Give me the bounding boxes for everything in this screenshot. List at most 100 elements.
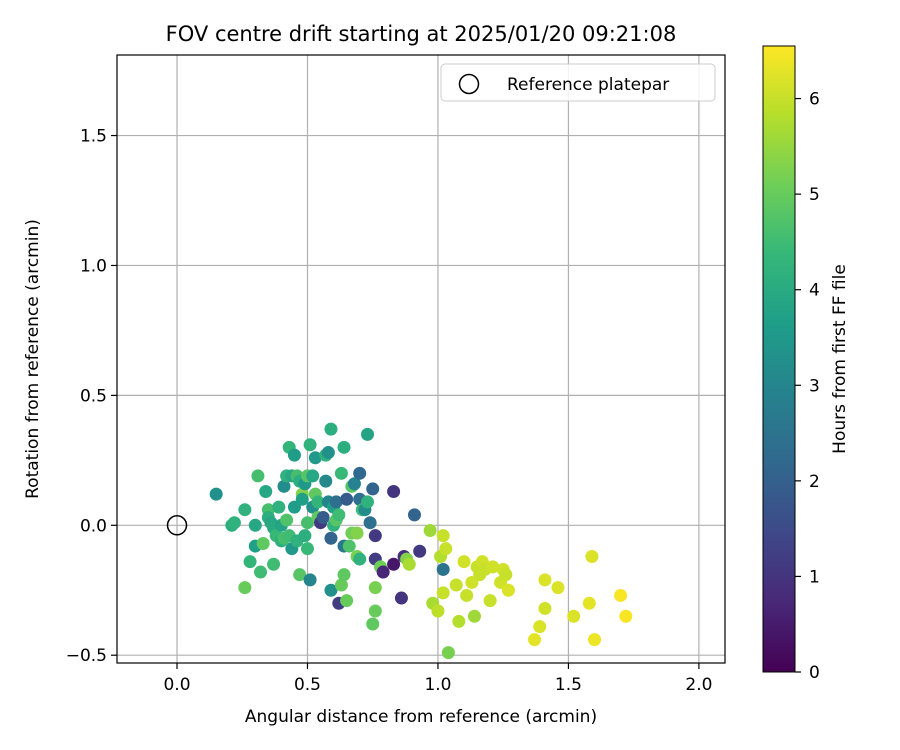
- drift-point: [329, 495, 343, 509]
- drift-point: [342, 539, 356, 553]
- drift-point: [501, 583, 515, 597]
- y-axis-ticks: −0.5 0.0 0.5 1.0 1.5: [66, 127, 117, 666]
- drift-point: [334, 466, 348, 480]
- drift-point: [316, 511, 330, 524]
- legend-box: [440, 63, 716, 102]
- colorbar-ticks: 0 1 2 3 4 5 6: [795, 90, 820, 683]
- drift-point: [368, 604, 382, 618]
- drift-point: [324, 422, 338, 436]
- drift-point: [267, 557, 281, 571]
- drift-point: [334, 578, 348, 592]
- y-tick-label: 1.0: [80, 256, 107, 276]
- drift-point: [256, 536, 270, 550]
- legend-entry-reference-platepar: Reference platepar: [507, 75, 669, 95]
- drift-point: [308, 451, 322, 465]
- drift-point: [368, 581, 382, 595]
- drift-point: [340, 492, 354, 506]
- drift-point: [353, 466, 367, 480]
- colorbar-tick-label: 4: [809, 281, 820, 301]
- x-tick-label: 1.0: [424, 675, 451, 695]
- drift-point: [394, 591, 408, 605]
- drift-point: [436, 586, 450, 600]
- drift-point: [376, 565, 390, 579]
- drift-point: [277, 479, 291, 493]
- drift-points: [209, 422, 633, 660]
- colorbar: 0 1 2 3 4 5 6 Hours from first FF file: [762, 45, 850, 683]
- drift-point: [567, 609, 581, 623]
- colorbar-gradient: [762, 45, 796, 673]
- x-axis-label: Angular distance from reference (arcmin): [245, 707, 597, 727]
- drift-point: [227, 516, 241, 530]
- drift-point: [272, 500, 286, 514]
- drift-point: [243, 555, 257, 569]
- x-tick-label: 0.5: [294, 675, 321, 695]
- drift-point: [460, 588, 474, 602]
- legend-marker-icon: [458, 73, 480, 95]
- drift-point: [551, 581, 565, 595]
- drift-point: [238, 503, 252, 517]
- drift-point: [337, 568, 351, 582]
- drift-point: [402, 557, 416, 571]
- colorbar-tick-label: 6: [809, 90, 820, 110]
- drift-point: [387, 485, 401, 499]
- drift-point: [340, 594, 354, 608]
- drift-point: [209, 487, 223, 501]
- colorbar-tick-label: 2: [809, 472, 820, 492]
- drift-point: [483, 594, 497, 608]
- drift-point: [538, 601, 552, 615]
- drift-point: [436, 529, 450, 543]
- drift-point: [287, 448, 301, 462]
- drift-point: [366, 482, 380, 496]
- drift-point: [441, 646, 455, 660]
- drift-point: [361, 495, 375, 509]
- y-tick-label: −0.5: [66, 646, 107, 666]
- colorbar-tick-label: 1: [809, 567, 820, 587]
- drift-point: [254, 565, 268, 579]
- drift-point: [350, 526, 364, 540]
- drift-point: [407, 508, 421, 522]
- colorbar-tick-label: 0: [809, 663, 820, 683]
- grid: [117, 55, 725, 663]
- x-tick-label: 1.5: [555, 675, 582, 695]
- drift-point: [303, 573, 317, 587]
- drift-point: [457, 555, 471, 569]
- drift-point: [431, 604, 445, 618]
- plot-background: [117, 55, 725, 663]
- drift-point: [324, 583, 338, 597]
- drift-point: [259, 485, 273, 499]
- x-tick-label: 0.0: [163, 675, 190, 695]
- drift-point: [533, 620, 547, 634]
- drift-point: [311, 495, 325, 509]
- x-axis-ticks: 0.0 0.5 1.0 1.5 2.0: [163, 663, 712, 695]
- drift-point: [293, 568, 307, 582]
- y-axis-label: Rotation from reference (arcmin): [23, 219, 43, 499]
- drift-point: [499, 568, 513, 582]
- drift-point: [251, 469, 265, 483]
- x-tick-label: 2.0: [685, 675, 712, 695]
- drift-point: [449, 578, 463, 592]
- drift-point: [337, 440, 351, 454]
- drift-point: [387, 557, 401, 571]
- drift-point: [324, 531, 338, 545]
- colorbar-tick-label: 5: [809, 185, 820, 205]
- drift-point: [306, 469, 320, 483]
- drift-point: [319, 474, 333, 488]
- drift-point: [361, 427, 375, 441]
- colorbar-label: Hours from first FF file: [830, 264, 850, 454]
- drift-point: [436, 562, 450, 576]
- drift-point: [439, 542, 453, 556]
- drift-point: [347, 477, 361, 491]
- drift-point: [300, 516, 314, 530]
- y-tick-label: 0.0: [80, 516, 107, 536]
- drift-point: [452, 614, 466, 628]
- drift-point: [614, 588, 628, 602]
- drift-point: [366, 617, 380, 631]
- y-tick-label: 0.5: [80, 386, 107, 406]
- y-tick-label: 1.5: [80, 127, 107, 147]
- drift-point: [300, 542, 314, 556]
- drift-point: [467, 609, 481, 623]
- reference-platepar-marker: [166, 515, 188, 536]
- legend: Reference platepar: [440, 63, 716, 102]
- chart-title: FOV centre drift starting at 2025/01/20 …: [166, 22, 677, 46]
